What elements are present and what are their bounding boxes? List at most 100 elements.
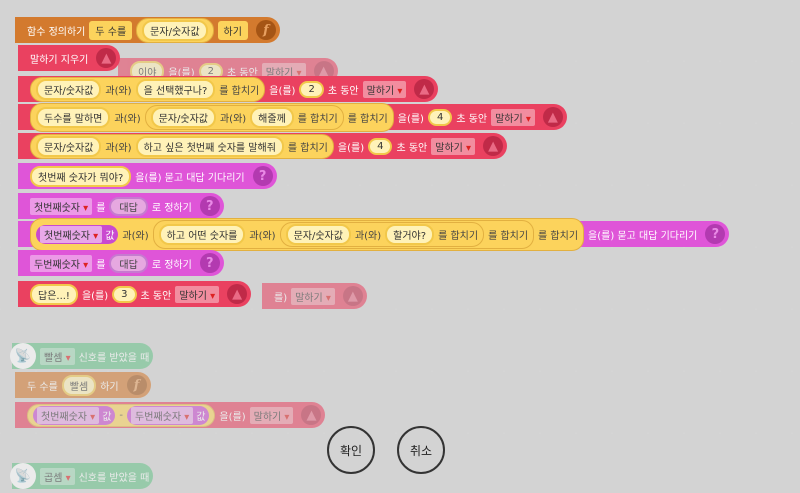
satellite-icon: 📡 bbox=[10, 343, 36, 369]
dropdown[interactable]: 말하기 bbox=[431, 137, 476, 155]
speak-block-3[interactable]: 문자/숫자값 과(와) 하고 싶은 첫번째 숫자를 말해줘 를 합치기 을(를) 4 초 동… bbox=[18, 133, 508, 159]
question-icon: ? bbox=[705, 224, 726, 244]
value-group: 문자/숫자값 과(와) 을 선택했구나? 를 합치기 bbox=[30, 76, 266, 102]
variable-value: 첫번째숫자값 bbox=[33, 405, 116, 425]
looks-icon: ▲ bbox=[542, 107, 563, 127]
dropdown[interactable]: 말하기 bbox=[362, 80, 407, 98]
block-label: 과(와) bbox=[105, 85, 132, 97]
number-input[interactable]: 4 bbox=[427, 108, 453, 126]
block-label: 를 합치기 bbox=[438, 230, 479, 242]
block-label: 초 동안 bbox=[140, 290, 172, 302]
block-label: 초 동안 bbox=[327, 85, 359, 97]
set-variable-block-1[interactable]: 첫번째숫자를대답로 정하기? bbox=[18, 193, 224, 219]
value-label: 값 bbox=[196, 411, 206, 423]
param-field[interactable]: 두 수를 bbox=[89, 20, 133, 40]
looks-icon: ▲ bbox=[483, 136, 504, 156]
string-input[interactable]: 해줄께 bbox=[250, 106, 294, 128]
looks-icon: ▲ bbox=[301, 405, 322, 425]
block-label: 을(를) 묻고 대답 기다리기 bbox=[135, 172, 245, 184]
block-label: 를) bbox=[274, 292, 288, 304]
value-label: 값 bbox=[105, 230, 115, 242]
question-icon: ? bbox=[252, 166, 273, 186]
string-input[interactable]: 답은...! bbox=[30, 283, 78, 305]
string-input[interactable]: 문자/숫자값 bbox=[36, 135, 102, 157]
answer-param[interactable]: 대답 bbox=[109, 196, 148, 216]
string-input[interactable]: 문자/숫자값 bbox=[142, 19, 208, 41]
string-input[interactable]: 빨셈 bbox=[61, 374, 97, 396]
dropdown[interactable]: 빨셈 bbox=[40, 347, 75, 365]
looks-icon: ▲ bbox=[342, 286, 363, 306]
variable-dropdown[interactable]: 두번째숫자 bbox=[131, 406, 194, 424]
param-field[interactable]: 하기 bbox=[217, 20, 248, 40]
block-label: 초 동안 bbox=[396, 142, 428, 154]
block-label: 초 동안 bbox=[226, 67, 258, 79]
dropdown[interactable]: 두번째숫자 bbox=[30, 254, 93, 272]
string-input[interactable]: 할거야? bbox=[385, 223, 435, 245]
signal-block-subtract[interactable]: 📡빨셈신호를 받았을 때 bbox=[10, 343, 154, 369]
block-label: 를 합치기 bbox=[488, 230, 529, 242]
call-function-block[interactable]: 두 수를 빨셈 하기 f bbox=[15, 372, 151, 398]
value-group: 문자/숫자값 과(와) 하고 싶은 첫번째 숫자를 말해줘 를 합치기 bbox=[30, 133, 334, 159]
looks-icon: ▲ bbox=[96, 48, 117, 68]
number-input[interactable]: 3 bbox=[112, 285, 137, 303]
dropdown[interactable]: 말하기 bbox=[175, 285, 220, 303]
confirm-button[interactable]: 확인 bbox=[327, 426, 375, 474]
variable-dropdown[interactable]: 첫번째숫자 bbox=[40, 225, 103, 243]
question-icon: ? bbox=[199, 196, 220, 216]
value-label: 값 bbox=[102, 411, 112, 423]
cancel-button[interactable]: 취소 bbox=[397, 426, 445, 474]
string-input[interactable]: 두수를 말하면 bbox=[36, 106, 111, 128]
function-icon: f bbox=[126, 375, 147, 395]
answer-param[interactable]: 대답 bbox=[109, 253, 148, 273]
string-input[interactable]: 하고 싶은 첫번째 숫자를 말해줘 bbox=[135, 135, 284, 157]
dropdown[interactable]: 말하기 bbox=[291, 287, 335, 305]
block-label: 과(와) bbox=[249, 230, 276, 242]
dropdown[interactable]: 곱셈 bbox=[40, 467, 75, 485]
block-label: 초 동안 bbox=[456, 113, 488, 125]
block-label: 신호를 받았을 때 bbox=[78, 352, 150, 364]
ask-block-1[interactable]: 첫번째 숫자가 뭐야? 을(를) 묻고 대답 기다리기? bbox=[18, 163, 277, 189]
speak-subtract-block[interactable]: 첫번째숫자값-두번째숫자값을(를)말하기▲ bbox=[15, 402, 326, 428]
block-label: 을(를) bbox=[81, 290, 109, 302]
looks-icon: ▲ bbox=[414, 79, 435, 99]
looks-icon: ▲ bbox=[227, 284, 248, 304]
speak-block-2[interactable]: 두수를 말하면 과(와) 문자/숫자값 과(와) 해줄께 를 합치기 를 합치기 을(를) 4 초… bbox=[18, 102, 567, 132]
signal-block-multiply[interactable]: 📡곱셈신호를 받았을 때 bbox=[10, 463, 154, 489]
block-label: 신호를 받았을 때 bbox=[78, 472, 150, 484]
block-label: 을(를) bbox=[168, 67, 195, 79]
variable-dropdown[interactable]: 첫번째숫자 bbox=[37, 406, 100, 424]
dropdown[interactable]: 첫번째숫자 bbox=[30, 197, 93, 215]
block-label: 하기 bbox=[100, 381, 119, 393]
satellite-icon: 📡 bbox=[10, 463, 36, 489]
dropdown[interactable]: 말하기 bbox=[491, 108, 535, 126]
block-label: 과(와) bbox=[122, 230, 149, 242]
block-label: 과(와) bbox=[219, 113, 247, 125]
clear-speech-block[interactable]: 말하기 지우기 ▲ bbox=[18, 45, 121, 71]
string-input[interactable]: 첫번째 숫자가 뭐야? bbox=[30, 165, 132, 187]
block-label: 과(와) bbox=[114, 113, 141, 125]
block-label: 함수 정의하기 bbox=[27, 26, 86, 38]
function-define-block[interactable]: 함수 정의하기 두 수를 문자/숫자값 하기 f bbox=[15, 17, 280, 43]
block-label: 를 합치기 bbox=[297, 113, 338, 125]
block-label: 말하기 지우기 bbox=[30, 54, 89, 66]
dropdown[interactable]: 말하기 bbox=[249, 406, 294, 424]
string-input[interactable]: 을 선택했구나? bbox=[135, 78, 216, 100]
block-label: 을(를) bbox=[337, 142, 365, 154]
string-input[interactable]: 문자/숫자값 bbox=[285, 223, 351, 245]
number-input[interactable]: 4 bbox=[368, 137, 393, 155]
value-group: 문자/숫자값 과(와) 할거야? 를 합치기 bbox=[279, 221, 485, 247]
string-input[interactable]: 하고 어떤 숫자를 bbox=[158, 223, 246, 245]
number-input[interactable]: 2 bbox=[299, 80, 324, 98]
variable-value: 두번째숫자값 bbox=[127, 405, 210, 425]
faded-speak-behind-2[interactable]: 를)말하기 ▲ bbox=[262, 283, 367, 309]
set-variable-block-2[interactable]: 두번째숫자를대답로 정하기? bbox=[18, 250, 224, 276]
string-input[interactable]: 문자/숫자값 bbox=[150, 106, 216, 128]
question-icon: ? bbox=[199, 253, 220, 273]
block-label: 로 정하기 bbox=[151, 259, 192, 271]
value-group: 문자/숫자값 과(와) 해줄께 를 합치기 bbox=[144, 104, 344, 130]
dropdown[interactable]: 말하기 bbox=[261, 62, 306, 80]
string-input[interactable]: 문자/숫자값 bbox=[36, 78, 102, 100]
